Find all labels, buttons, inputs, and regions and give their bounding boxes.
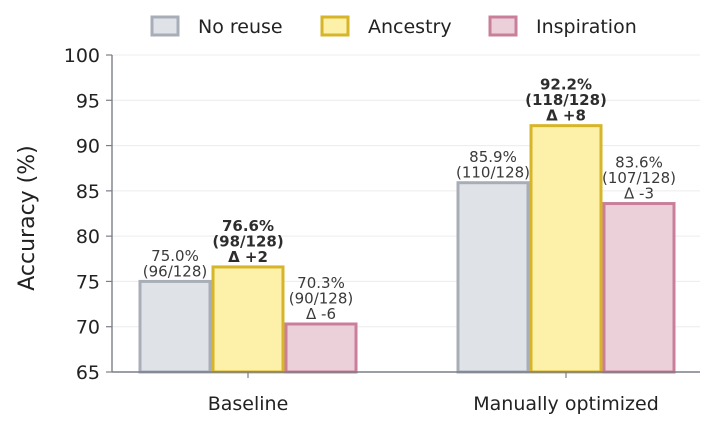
bar	[211, 265, 285, 374]
y-tick-label: 100	[64, 45, 100, 67]
bar-value-label: (110/128)	[456, 164, 530, 182]
x-tick-label: Manually optimized	[473, 393, 659, 415]
bar	[602, 202, 676, 374]
bar-value-label: 83.6%	[615, 154, 663, 172]
bar-value-label: (118/128)	[525, 91, 607, 109]
y-tick-label: 70	[76, 317, 100, 339]
bar-value-label: (107/128)	[602, 169, 676, 187]
bar-value-label: (90/128)	[289, 289, 353, 307]
bar	[138, 279, 212, 374]
y-tick-label: 75	[76, 271, 100, 293]
bar-value-label: Δ +8	[546, 107, 586, 125]
legend-swatch	[488, 15, 518, 37]
y-tick-label: 65	[76, 362, 100, 384]
legend-label: Inspiration	[536, 16, 637, 38]
bar-value-label: 75.0%	[151, 247, 199, 265]
bar-value-label: Δ +2	[228, 248, 268, 266]
y-tick-label: 85	[76, 181, 100, 203]
bar-labels: 75.0%(96/128) 76.6%(98/128)Δ +2 70.3%(90/1…	[143, 76, 676, 323]
bars	[138, 124, 676, 374]
legend: No reuse Ancestry Inspiration	[150, 15, 637, 38]
x-tick-label: Baseline	[208, 393, 289, 415]
y-tick-label: 95	[76, 90, 100, 112]
legend-label: No reuse	[198, 16, 283, 38]
y-tick-label: 80	[76, 226, 100, 248]
axes: 65 70 75 80 85 90 95 100 Baseline Manually optimi…	[64, 45, 700, 415]
y-tick-label: 90	[76, 136, 100, 158]
bar-value-label: Δ -3	[624, 185, 654, 203]
legend-label: Ancestry	[368, 16, 452, 38]
bar-value-label: 92.2%	[540, 76, 592, 94]
y-axis-title: Accuracy (%)	[15, 145, 40, 291]
bar-value-label: 85.9%	[469, 148, 517, 166]
bar	[456, 181, 530, 374]
bar-value-label: 76.6%	[222, 217, 274, 235]
bar-value-label: 70.3%	[297, 274, 345, 292]
bar	[529, 124, 603, 374]
legend-swatch	[320, 15, 350, 37]
legend-swatch	[150, 15, 180, 37]
bar-value-label: Δ -6	[306, 305, 336, 323]
bar-value-label: (96/128)	[143, 262, 207, 280]
bar	[284, 322, 358, 374]
bar-value-label: (98/128)	[212, 232, 283, 250]
